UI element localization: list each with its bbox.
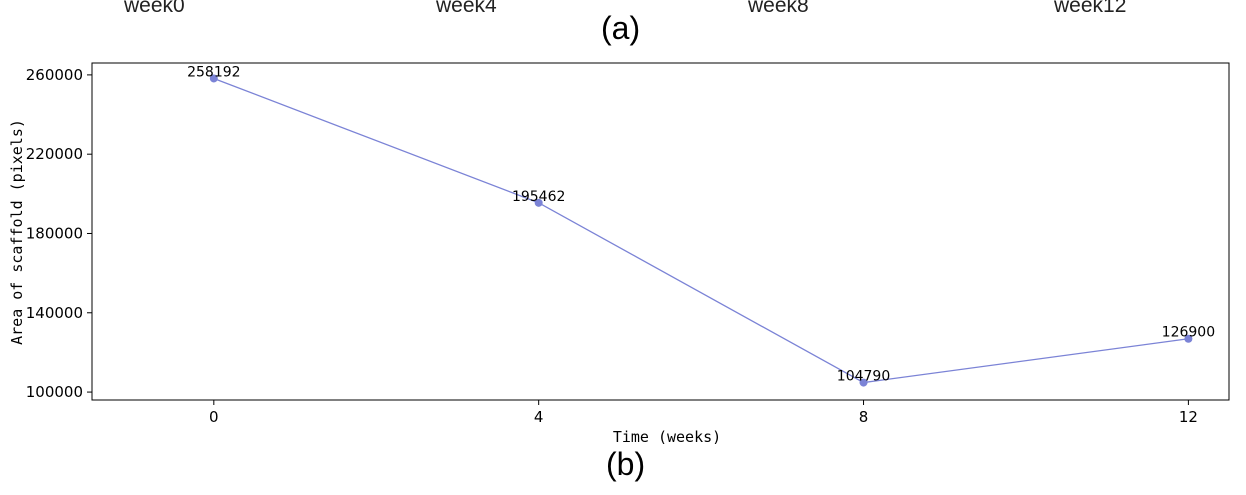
y-axis: 100000 140000 180000 220000 260000 bbox=[26, 66, 92, 401]
x-tick-label: 0 bbox=[209, 408, 219, 426]
y-tick-label: 180000 bbox=[26, 224, 83, 242]
y-tick-label: 100000 bbox=[26, 383, 83, 401]
y-axis-title: Area of scaffold (pixels) bbox=[8, 119, 26, 345]
data-point bbox=[209, 74, 218, 83]
data-point bbox=[1184, 334, 1193, 343]
data-label: 104790 bbox=[837, 369, 890, 385]
data-label: 126900 bbox=[1162, 325, 1215, 341]
week12-label: week12 bbox=[1054, 0, 1127, 17]
data-label: 258192 bbox=[187, 64, 240, 80]
x-axis-title: Time (weeks) bbox=[613, 428, 721, 446]
x-tick-label: 8 bbox=[859, 408, 869, 426]
data-point bbox=[859, 378, 868, 387]
x-axis: 0 4 8 12 bbox=[209, 400, 1198, 426]
panel-a-label: (a) bbox=[601, 10, 641, 46]
week0-label: week0 bbox=[124, 0, 185, 17]
week4-label: week4 bbox=[436, 0, 497, 17]
data-point bbox=[534, 198, 543, 207]
x-tick-label: 12 bbox=[1179, 408, 1198, 426]
y-tick-label: 260000 bbox=[26, 66, 83, 84]
x-tick-label: 4 bbox=[534, 408, 544, 426]
plot-frame bbox=[91, 62, 1230, 401]
data-labels: 258192 195462 104790 126900 bbox=[187, 64, 1215, 384]
data-label: 195462 bbox=[512, 189, 565, 205]
y-tick-label: 140000 bbox=[26, 304, 83, 322]
y-tick-label: 220000 bbox=[26, 145, 83, 163]
series-polyline bbox=[213, 77, 1189, 384]
panel-b-label: (b) bbox=[606, 446, 646, 482]
week8-label: week8 bbox=[748, 0, 809, 17]
series-line bbox=[209, 74, 1193, 387]
